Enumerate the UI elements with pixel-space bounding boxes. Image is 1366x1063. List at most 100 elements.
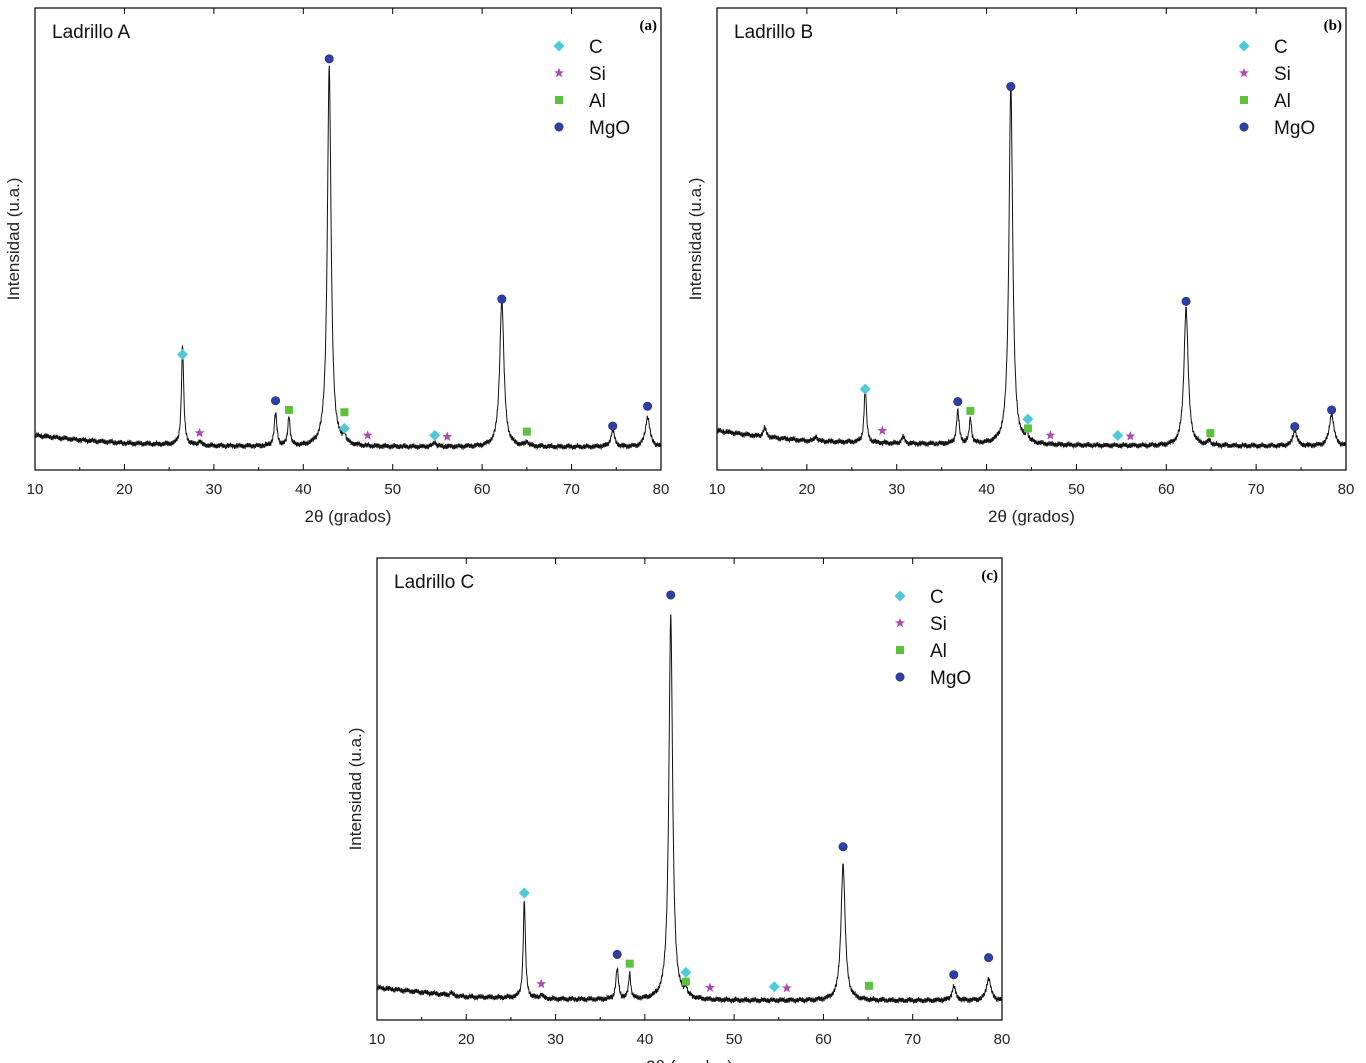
legend-c-label: C (589, 37, 603, 58)
marker-al (1023, 424, 1032, 433)
x-axis: 10 20 30 40 50 60 70 80 (369, 558, 1011, 1048)
marker-si (194, 427, 205, 438)
legend-mgo-label: MgO (1274, 118, 1315, 139)
phase-markers (859, 82, 1337, 441)
chart-svg-b: 10 20 30 40 50 60 70 80 2θ (grados) Intensidad (u… (686, 7, 1355, 526)
x-axis: 10 20 30 40 50 60 70 80 (27, 8, 670, 498)
legend-al-marker (896, 646, 904, 654)
x-tick-label: 60 (474, 481, 491, 498)
x-tick-label: 40 (295, 481, 312, 498)
x-tick-label: 50 (384, 481, 401, 498)
marker-si (877, 425, 888, 435)
y-axis-label: Intensidad (u.a.) (686, 178, 705, 301)
marker-al (681, 977, 690, 986)
marker-c (859, 383, 871, 395)
x-tick-label: 10 (369, 1031, 386, 1048)
legend-al-label: Al (1274, 91, 1291, 112)
x-tick-label: 40 (978, 481, 995, 498)
x-axis-label: 2θ (grados) (988, 507, 1075, 526)
marker-mgo (984, 953, 994, 963)
y-axis-label: Intensidad (u.a.) (346, 728, 365, 851)
marker-al (625, 959, 634, 968)
x-tick-label: 20 (458, 1031, 475, 1048)
marker-c (518, 887, 530, 899)
legend-mgo-marker (895, 672, 905, 682)
marker-c (680, 966, 692, 978)
legend-si-marker (1239, 67, 1249, 78)
legend-al-label: Al (589, 91, 606, 112)
legend-c-label: C (930, 587, 944, 608)
marker-c (338, 422, 350, 434)
phase-markers (518, 590, 994, 993)
marker-si (705, 982, 715, 992)
chart-svg-a: 10 20 30 40 50 60 70 80 2θ (grados) Intensidad (u… (4, 7, 670, 526)
xrd-chart-ladrillo-b: 10 20 30 40 50 60 70 80 2θ (grados) Intensidad (u… (680, 0, 1366, 530)
x-tick-label: 80 (994, 1031, 1011, 1048)
x-tick-label: 80 (653, 481, 670, 498)
phase-markers (177, 54, 653, 441)
x-tick-label: 10 (27, 481, 44, 498)
x-tick-label: 70 (563, 481, 580, 498)
xrd-chart-ladrillo-c: 10 20 30 40 50 60 70 80 2θ (grados) Intensidad (u… (340, 550, 1020, 1063)
marker-al (966, 406, 975, 415)
legend-c-marker (1238, 40, 1250, 52)
x-tick-label: 20 (799, 481, 816, 498)
xrd-pattern-line (716, 82, 1347, 450)
x-tick-label: 10 (709, 481, 726, 498)
plot-frame (716, 7, 1347, 471)
marker-si (1125, 431, 1136, 441)
legend-mgo-label: MgO (930, 668, 971, 689)
marker-mgo (497, 294, 507, 304)
x-tick-label: 70 (904, 1031, 921, 1048)
x-axis-label: 2θ (grados) (305, 507, 392, 526)
x-tick-label: 30 (547, 1031, 564, 1048)
legend-mgo-marker (1239, 122, 1249, 132)
marker-mgo (1290, 422, 1300, 432)
marker-c (1112, 429, 1124, 441)
marker-mgo (838, 842, 848, 852)
legend-mgo-marker (554, 122, 564, 132)
marker-mgo (271, 396, 281, 406)
legend-c-marker (894, 590, 906, 602)
panel-tag: (c) (981, 568, 998, 584)
marker-si (536, 978, 547, 989)
chart-title: Ladrillo A (52, 22, 130, 43)
legend-al-label: Al (930, 641, 947, 662)
marker-mgo (643, 401, 653, 411)
legend: C Si Al MgO (553, 37, 630, 139)
x-tick-label: 80 (1338, 481, 1355, 498)
legend: C Si Al MgO (894, 587, 971, 689)
legend-c-label: C (1274, 37, 1288, 58)
x-axis-label: 2θ (grados) (646, 1057, 733, 1063)
marker-si (781, 982, 792, 993)
legend-al-marker (1240, 96, 1248, 104)
xrd-pattern-line (34, 65, 662, 451)
x-tick-label: 30 (888, 481, 905, 498)
marker-c (768, 981, 780, 993)
marker-mgo (953, 397, 963, 407)
panel-tag: (a) (640, 18, 658, 34)
marker-mgo (1181, 296, 1191, 306)
chart-title: Ladrillo B (734, 22, 813, 43)
marker-mgo (1006, 82, 1016, 92)
marker-c (1022, 413, 1034, 425)
marker-si (362, 430, 373, 440)
x-tick-label: 50 (726, 1031, 743, 1048)
marker-al (340, 408, 349, 417)
x-tick-label: 60 (815, 1031, 832, 1048)
marker-al (522, 427, 531, 436)
marker-c (429, 429, 441, 441)
xrd-pattern-line (376, 614, 1003, 1005)
marker-mgo (612, 949, 622, 959)
marker-c (177, 349, 189, 360)
legend: C Si Al MgO (1238, 37, 1315, 139)
plot-frame (34, 7, 662, 471)
x-axis: 10 20 30 40 50 60 70 80 (709, 8, 1355, 498)
legend-si-label: Si (589, 64, 606, 85)
legend-c-marker (553, 40, 565, 52)
y-axis-label: Intensidad (u.a.) (4, 178, 23, 301)
marker-mgo (324, 54, 334, 64)
marker-al (864, 981, 873, 990)
x-tick-label: 70 (1248, 481, 1265, 498)
x-tick-label: 20 (116, 481, 133, 498)
